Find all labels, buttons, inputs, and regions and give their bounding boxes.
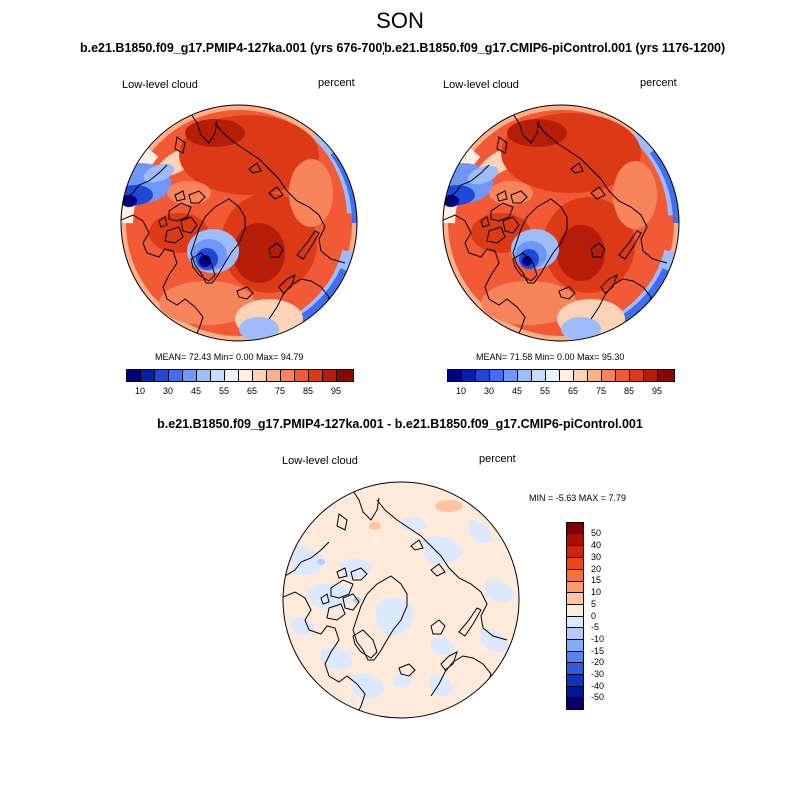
cb2-box-2 bbox=[461, 369, 476, 382]
cb1-tick-label: 65 bbox=[246, 386, 257, 396]
diff-polar-map bbox=[282, 481, 520, 719]
dcb-level-label: -10 bbox=[591, 634, 605, 644]
dcb-level-label: 5 bbox=[591, 599, 597, 609]
cb1-tick-label: 95 bbox=[330, 386, 341, 396]
cb1-box-4 bbox=[168, 369, 183, 382]
cb2-box-3 bbox=[475, 369, 490, 382]
cb2-tick-label: 85 bbox=[623, 386, 634, 396]
dcb-box-16 bbox=[566, 697, 584, 710]
dcb-level-label: 15 bbox=[591, 575, 602, 585]
dcb-level-label: -30 bbox=[591, 669, 605, 679]
dcb-level-label: 40 bbox=[591, 540, 602, 550]
panel-1-units-label: percent bbox=[318, 77, 355, 89]
cb1-tick-label: 85 bbox=[302, 386, 313, 396]
cb2-box-6 bbox=[517, 369, 532, 382]
panel-1-polar-map bbox=[120, 104, 358, 342]
dcb-level-label: 30 bbox=[591, 552, 602, 562]
cb1-tick-label: 10 bbox=[134, 386, 145, 396]
cb2-box-8 bbox=[545, 369, 560, 382]
cb1-box-8 bbox=[224, 369, 239, 382]
diff-minmax: MIN = -5.63 MAX = 7.79 bbox=[529, 493, 627, 503]
panel-2-units-label: percent bbox=[640, 77, 677, 89]
cb2-box-9 bbox=[559, 369, 574, 382]
dcb-level-label: -15 bbox=[591, 646, 605, 656]
cb2-tick-label: 45 bbox=[511, 386, 522, 396]
cb2-box-12 bbox=[601, 369, 616, 382]
diff-title: b.e21.B1850.f09_g17.PMIP4-127ka.001 - b.… bbox=[157, 417, 643, 431]
cb1-box-2 bbox=[140, 369, 155, 382]
cb1-box-5 bbox=[182, 369, 197, 382]
figure-title: SON bbox=[376, 8, 424, 33]
dcb-level-label: 10 bbox=[591, 587, 602, 597]
cb1-tick-label: 55 bbox=[218, 386, 229, 396]
cb1-tick-label: 30 bbox=[162, 386, 173, 396]
cb2-box-7 bbox=[531, 369, 546, 382]
panel-2-case-title: b.e21.B1850.f09_g17.CMIP6-piControl.001 … bbox=[384, 41, 726, 55]
cb1-box-9 bbox=[238, 369, 253, 382]
cb1-box-7 bbox=[210, 369, 225, 382]
cb1-box-13 bbox=[294, 369, 309, 382]
panel-2-variable-label: Low-level cloud bbox=[443, 79, 519, 91]
panel-1-colorbar bbox=[126, 369, 354, 382]
cb2-box-11 bbox=[587, 369, 602, 382]
panel-2-stats: MEAN= 71.58 Min= 0.00 Max= 95.30 bbox=[476, 352, 625, 362]
cb1-box-15 bbox=[322, 369, 337, 382]
dcb-level-label: -20 bbox=[591, 657, 605, 667]
cb2-box-14 bbox=[629, 369, 644, 382]
panel-2-colorbar-ticks: 10 30 45 55 65 75 85 95 bbox=[447, 386, 675, 398]
cb1-box-16 bbox=[336, 369, 354, 382]
cb2-tick-label: 55 bbox=[539, 386, 550, 396]
cb1-tick-label: 45 bbox=[190, 386, 201, 396]
dcb-level-label: -40 bbox=[591, 681, 605, 691]
cb2-tick-label: 95 bbox=[651, 386, 662, 396]
cb1-box-3 bbox=[154, 369, 169, 382]
panel-1-variable-label: Low-level cloud bbox=[122, 79, 198, 91]
cb2-box-4 bbox=[489, 369, 504, 382]
diff-colorbar-labels: 50 40 30 20 15 10 5 0 -5 -10 -15 -20 -30… bbox=[591, 522, 621, 710]
cb2-box-13 bbox=[615, 369, 630, 382]
dcb-level-label: -5 bbox=[591, 622, 600, 632]
cb2-box-10 bbox=[573, 369, 588, 382]
cb1-box-12 bbox=[280, 369, 295, 382]
cb1-box-6 bbox=[196, 369, 211, 382]
panel-1-case-title: b.e21.B1850.f09_g17.PMIP4-127ka.001 (yrs… bbox=[80, 41, 387, 55]
cb2-tick-label: 75 bbox=[595, 386, 606, 396]
cb2-box-5 bbox=[503, 369, 518, 382]
cb2-tick-label: 65 bbox=[567, 386, 578, 396]
cb1-box-11 bbox=[266, 369, 281, 382]
cb2-box-1 bbox=[447, 369, 462, 382]
panel-2-polar-map bbox=[442, 104, 680, 342]
diff-variable-label: Low-level cloud bbox=[282, 455, 358, 467]
cb1-box-1 bbox=[126, 369, 141, 382]
diff-units-label: percent bbox=[479, 453, 516, 465]
dcb-level-label: 50 bbox=[591, 528, 602, 538]
panel-2-colorbar bbox=[447, 369, 675, 382]
diff-colorbar bbox=[566, 522, 584, 710]
dcb-level-label: 0 bbox=[591, 611, 597, 621]
dcb-level-label: 20 bbox=[591, 564, 602, 574]
cb2-tick-label: 30 bbox=[483, 386, 494, 396]
cb2-box-16 bbox=[657, 369, 675, 382]
dcb-level-label: -50 bbox=[591, 692, 605, 702]
panel-1-colorbar-ticks: 10 30 45 55 65 75 85 95 bbox=[126, 386, 354, 398]
panel-1-stats: MEAN= 72.43 Min= 0.00 Max= 94.79 bbox=[155, 352, 304, 362]
cb1-box-14 bbox=[308, 369, 323, 382]
cb1-box-10 bbox=[252, 369, 267, 382]
cb2-box-15 bbox=[643, 369, 658, 382]
cb1-tick-label: 75 bbox=[274, 386, 285, 396]
cb2-tick-label: 10 bbox=[455, 386, 466, 396]
